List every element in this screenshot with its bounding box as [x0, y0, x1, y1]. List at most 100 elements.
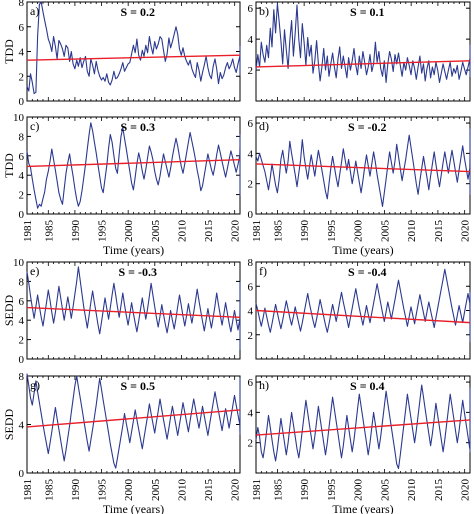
- panel-b-slope-annotation: S = 0.1: [350, 5, 385, 19]
- panel-g-xtick-label: 1990: [70, 479, 82, 502]
- panel-c-xtick-label: 2020: [230, 219, 242, 242]
- panel-g-xtick-label: 2015: [203, 479, 215, 502]
- panel-d-xtick-label: 1995: [326, 220, 338, 243]
- panel-b: 2 4 6 b) S = 0.1: [248, 1, 471, 102]
- panel-d-xtick-label: 2020: [460, 220, 472, 243]
- panel-h-xtick-label: 1981: [251, 479, 263, 501]
- panel-f-slope-annotation: S = -0.4: [348, 265, 387, 279]
- panel-e-ytick-label: 10: [13, 257, 25, 269]
- panel-a: 0 2 4 6 8 a) S = 0.2 TDD: [2, 0, 241, 108]
- panel-h-ytick-label: 6: [248, 377, 254, 389]
- panel-h-xtick-label: 2005: [379, 479, 391, 502]
- panel-h-series-line: [255, 384, 471, 470]
- panel-a-y-axis-label: TDD: [2, 39, 16, 64]
- panel-d-trend-line: [255, 163, 471, 173]
- panel-h-x-axis-label: Time (years): [332, 502, 393, 514]
- panel-b-ytick-label: 6: [248, 3, 254, 15]
- panel-a-ytick-label: 6: [19, 22, 25, 34]
- panel-c-xtick-label: 2005: [150, 220, 162, 243]
- panel-g-xtick-label: 1985: [43, 479, 55, 502]
- panel-g: 0 4 8 1981 1985 1990 1995 2000 2005 2010 2015 2020 g…: [2, 371, 242, 514]
- panel-h-xtick-label: 2020: [460, 479, 472, 502]
- panel-h: 2 4 6 1981 1985 1990 1995 2000 2005 2010 2015 2020 h…: [248, 375, 472, 514]
- panel-e: 0 2 4 6 8 10 e) S = -0.3 SEDD: [2, 257, 241, 366]
- panel-g-xtick-label: 2020: [230, 479, 242, 502]
- panel-d-series-line: [255, 128, 471, 207]
- panel-d-label: d): [259, 119, 269, 133]
- panel-h-xtick-label: 2015: [433, 479, 445, 502]
- panel-b-series-line: [255, 2, 471, 83]
- panel-h-label: h): [259, 378, 269, 392]
- panel-h-xtick-label: 2000: [353, 479, 365, 502]
- panel-g-label: g): [30, 378, 40, 392]
- panel-c-slope-annotation: S = 0.3: [121, 120, 156, 134]
- panel-a-label: a): [30, 4, 39, 18]
- panel-c-xtick-label: 1981: [22, 220, 34, 242]
- panel-f: 2 4 6 8 f) S = -0.4: [248, 257, 471, 360]
- panel-e-series-line: [26, 266, 241, 350]
- panel-f-trend-line: [255, 309, 471, 324]
- panel-a-ytick-label: 2: [19, 71, 25, 83]
- panel-d-xtick-label: 2005: [379, 220, 391, 243]
- panel-b-label: b): [259, 4, 269, 18]
- panel-a-slope-annotation: S = 0.2: [121, 5, 156, 19]
- panel-f-ytick-label: 4: [248, 306, 254, 318]
- panel-d-xtick-label: 2000: [353, 220, 365, 243]
- panel-c-xtick-label: 2000: [123, 220, 135, 243]
- panel-f-label: f): [259, 264, 267, 278]
- panel-d-ytick-label: 6: [248, 118, 254, 130]
- panel-g-series-line: [26, 373, 241, 469]
- panel-d-x-axis-label: Time (years): [332, 243, 393, 257]
- panel-h-xtick-label: 2010: [406, 479, 418, 502]
- panel-h-ytick-label: 2: [248, 438, 254, 450]
- panel-d: 0 2 4 6 1981 1985 1990 1995 2000 2005 2010 2015 2020…: [248, 116, 472, 257]
- panel-b-trend-line: [255, 60, 471, 68]
- panel-h-slope-annotation: S = 0.4: [350, 379, 385, 393]
- panel-h-xtick-label: 1985: [272, 479, 284, 502]
- panel-a-series-line: [26, 1, 241, 95]
- panel-g-slope-annotation: S = 0.5: [121, 379, 156, 393]
- panel-g-x-axis-label: Time (years): [103, 502, 164, 514]
- panel-g-trend-line: [26, 409, 241, 428]
- panel-e-ytick-label: 2: [19, 335, 25, 347]
- panel-g-xtick-label: 2000: [123, 479, 135, 502]
- panel-d-xtick-label: 1985: [272, 220, 284, 243]
- panel-d-xtick-label: 1981: [251, 220, 263, 242]
- panel-e-ytick-label: 6: [19, 296, 25, 308]
- panel-g-y-axis-label: SEDD: [2, 409, 16, 441]
- panel-g-ytick-label: 0: [19, 468, 25, 480]
- panel-c-series-line: [26, 122, 241, 209]
- panel-c-xtick-label: 1990: [70, 220, 82, 243]
- panel-e-ytick-label: 8: [19, 276, 25, 288]
- panel-c-label: c): [30, 119, 39, 133]
- panel-d-xtick-label: 2015: [433, 220, 445, 243]
- panel-c-ytick-label: 0: [19, 209, 25, 221]
- panel-c-ytick-label: 10: [13, 112, 25, 124]
- panel-c-xtick-label: 1995: [97, 220, 109, 243]
- panel-g-xtick-label: 1981: [22, 479, 34, 501]
- panel-c-ytick-label: 4: [19, 170, 25, 182]
- panel-b-ytick-label: 2: [248, 65, 254, 77]
- panel-f-ytick-label: 6: [248, 281, 254, 293]
- panel-c-x-axis-label: Time (years): [103, 243, 164, 257]
- panel-a-ytick-label: 8: [19, 0, 25, 9]
- panel-f-ytick-label: 2: [248, 330, 254, 342]
- panel-g-ytick-label: 8: [19, 371, 25, 383]
- panel-d-xtick-label: 1990: [299, 220, 311, 243]
- panel-h-xtick-label: 1990: [299, 479, 311, 502]
- panel-g-xtick-label: 2005: [150, 479, 162, 502]
- panel-c-xtick-label: 2015: [203, 220, 215, 243]
- panel-a-ytick-label: 4: [19, 47, 25, 59]
- panel-a-trend-line: [26, 54, 241, 61]
- panel-c-y-axis-label: TDD: [2, 153, 16, 178]
- panel-g-xtick-label: 2010: [176, 479, 188, 502]
- panel-d-xtick-label: 2010: [406, 220, 418, 243]
- panel-f-series-line: [255, 268, 471, 342]
- panel-c-trend-line: [26, 158, 241, 168]
- panel-d-ytick-label: 4: [248, 148, 254, 160]
- panel-c-ytick-label: 6: [19, 151, 25, 163]
- panel-g-ytick-label: 4: [19, 420, 25, 432]
- panel-c-xtick-label: 1985: [43, 220, 55, 243]
- panel-e-ytick-label: 4: [19, 315, 25, 327]
